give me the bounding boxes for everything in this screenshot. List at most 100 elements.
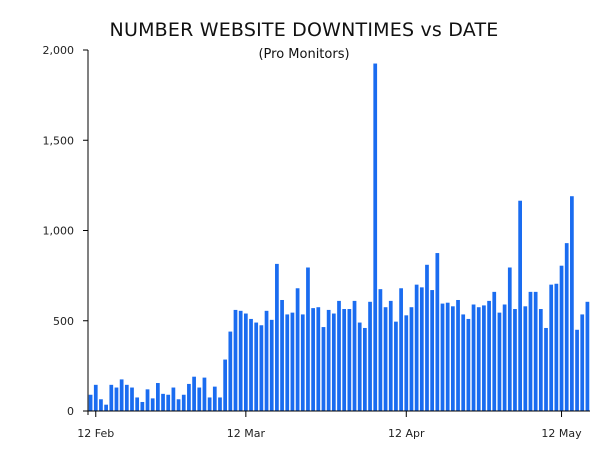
bar-29: [238, 310, 243, 411]
x-tick-label: 12 May: [541, 427, 582, 440]
bar-52: [357, 322, 362, 411]
bar-27: [228, 331, 233, 411]
bar-28: [233, 309, 238, 411]
bar-8: [130, 387, 134, 411]
bar-88: [544, 327, 548, 411]
bar-10: [140, 401, 145, 411]
bar-16: [171, 387, 176, 411]
bar-75: [476, 307, 481, 411]
bar-19: [187, 383, 191, 411]
bar-14: [161, 393, 165, 411]
bar-84: [523, 306, 528, 411]
bar-58: [388, 300, 393, 411]
bar-81: [507, 267, 512, 411]
bar-43: [311, 308, 315, 411]
bar-80: [502, 304, 507, 411]
bar-90: [554, 283, 559, 411]
bar-56: [378, 289, 383, 411]
bar-4: [109, 384, 114, 411]
bar-2: [99, 399, 103, 411]
bar-21: [197, 387, 202, 411]
bar-3: [104, 404, 108, 411]
bar-51: [352, 300, 357, 411]
bar-34: [264, 310, 269, 411]
bar-5: [114, 387, 119, 411]
x-tick-label: 12 Apr: [388, 427, 425, 440]
chart-subtitle: (Pro Monitors): [258, 47, 350, 62]
y-tick-label: 1,000: [43, 225, 75, 238]
bar-44: [316, 307, 321, 411]
bar-40: [295, 288, 300, 411]
bar-20: [192, 376, 196, 411]
bar-68: [440, 303, 445, 411]
bar-70: [450, 306, 455, 411]
y-tick-label: 500: [53, 315, 74, 328]
bar-30: [243, 313, 248, 411]
bar-53: [363, 327, 367, 411]
bar-45: [321, 327, 326, 411]
bar-54: [368, 301, 372, 411]
chart-title: NUMBER WEBSITE DOWNTIMES vs DATE: [109, 19, 499, 41]
bar-59: [394, 321, 398, 411]
bar-36: [275, 263, 279, 411]
bars-group: [88, 63, 590, 411]
bar-47: [331, 313, 336, 411]
bar-26: [223, 359, 228, 411]
bar-93: [570, 196, 574, 411]
bar-77: [487, 300, 491, 411]
bar-22: [202, 377, 207, 411]
bar-79: [497, 312, 502, 411]
bar-89: [549, 284, 554, 411]
bar-92: [564, 243, 569, 411]
bar-62: [409, 307, 414, 411]
x-tick-label: 12 Mar: [227, 427, 266, 440]
bar-35: [269, 319, 274, 411]
bar-60: [399, 288, 403, 411]
y-tick-label: 2,000: [43, 44, 75, 57]
bar-49: [342, 309, 347, 411]
bar-65: [425, 264, 429, 411]
bar-76: [482, 305, 486, 411]
bar-9: [135, 397, 140, 411]
bar-95: [580, 314, 585, 411]
bar-48: [337, 300, 341, 411]
bar-12: [150, 398, 155, 411]
bar-69: [445, 302, 450, 411]
bar-23: [207, 397, 212, 411]
y-tick-label: 1,500: [43, 134, 75, 147]
bar-18: [181, 394, 186, 411]
bar-17: [176, 399, 181, 411]
bar-41: [300, 314, 305, 411]
bar-85: [528, 291, 533, 411]
bar-11: [145, 389, 150, 411]
bar-25: [218, 397, 222, 411]
bar-96: [585, 301, 590, 411]
bar-0: [88, 394, 93, 411]
bar-46: [326, 309, 331, 411]
bar-6: [119, 379, 124, 411]
x-axis: 12 Feb 12 Mar 12 Apr 12 May: [77, 410, 590, 440]
bar-71: [456, 299, 460, 411]
bar-64: [419, 287, 424, 411]
y-tick-label: 0: [67, 405, 74, 418]
bar-32: [254, 322, 259, 411]
bar-39: [290, 312, 295, 411]
bar-67: [435, 253, 440, 411]
bar-82: [513, 309, 517, 411]
bar-37: [280, 299, 284, 411]
bar-50: [347, 309, 352, 411]
bar-74: [471, 304, 476, 411]
bar-42: [306, 267, 310, 411]
y-axis: 0 500 1,000 1,500 2,000: [43, 44, 89, 418]
bar-72: [461, 314, 466, 411]
bar-31: [249, 318, 253, 411]
bar-91: [559, 265, 564, 411]
bar-1: [93, 384, 98, 411]
bar-73: [466, 318, 471, 411]
bar-13: [156, 383, 160, 411]
bar-86: [533, 291, 538, 411]
bar-87: [538, 309, 543, 411]
bar-33: [259, 325, 264, 411]
bar-38: [285, 314, 290, 411]
